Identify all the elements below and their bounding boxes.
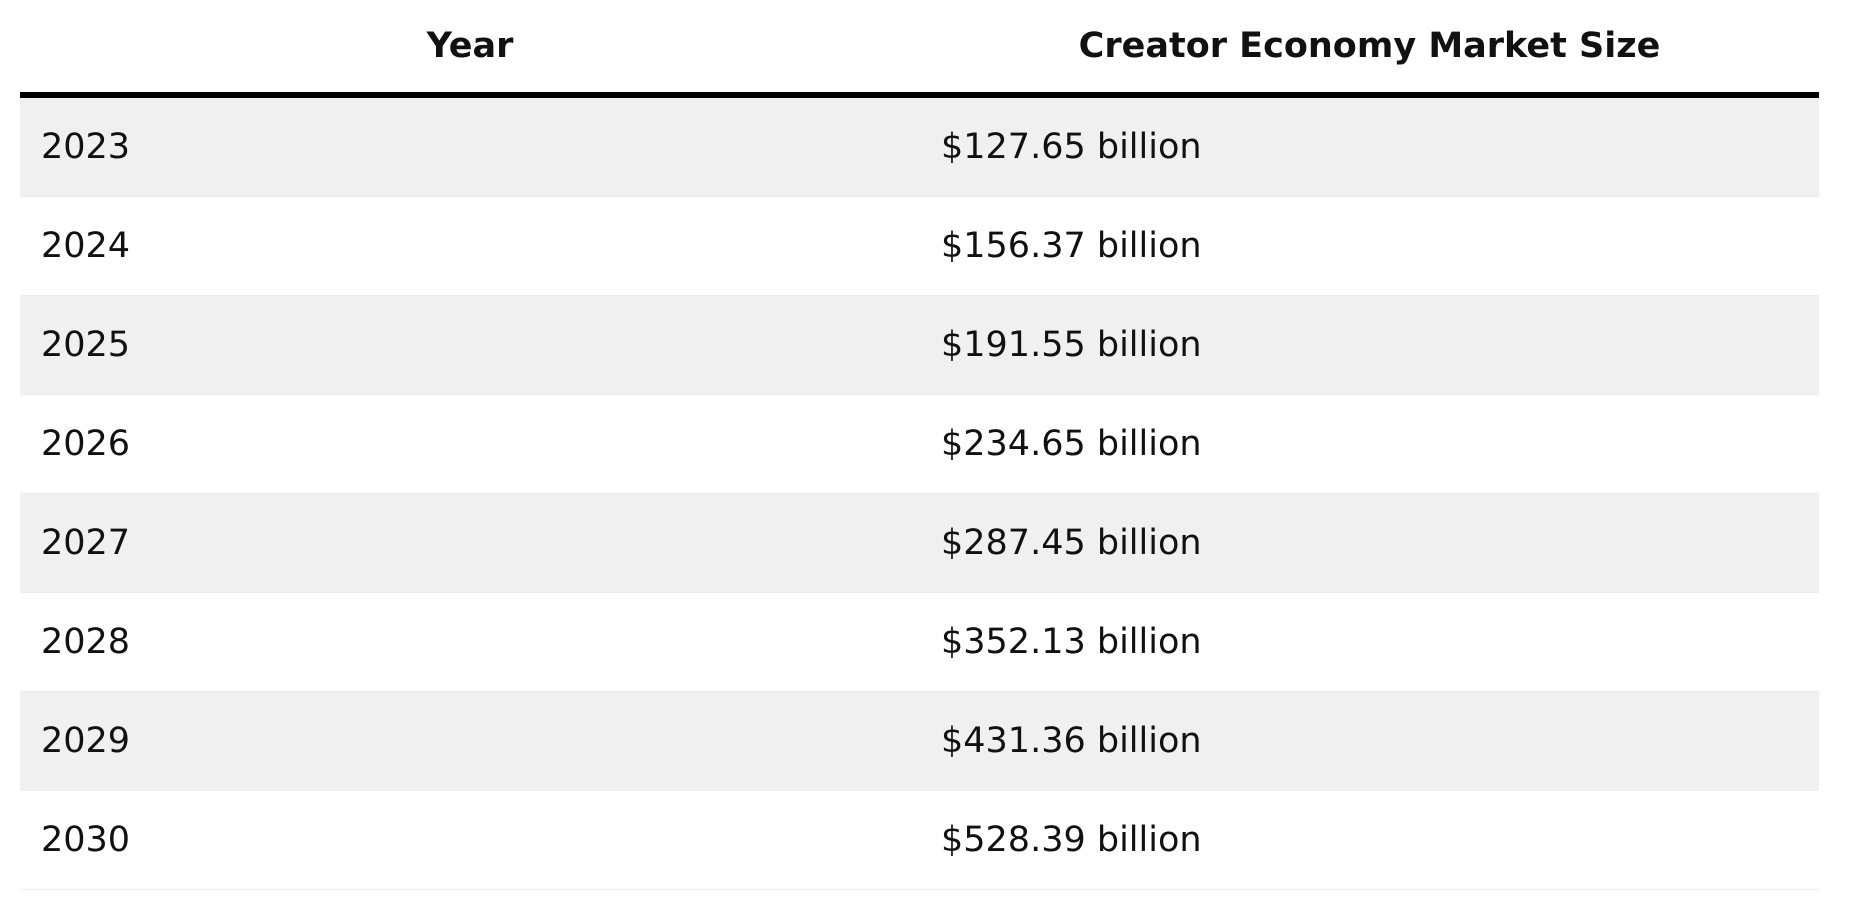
header-row: Year Creator Economy Market Size [20, 0, 1819, 98]
table-row: 2026 $234.65 billion [20, 394, 1819, 494]
data-table: Year Creator Economy Market Size 2023 $127… [20, 0, 1819, 890]
table-cell: 2024 [20, 196, 920, 296]
table-cell: 2028 [20, 592, 920, 692]
table-cell: $191.55 billion [920, 295, 1819, 395]
table-cell: $352.13 billion [920, 592, 1819, 692]
table-cell: 2023 [20, 95, 920, 197]
table-row: 2030 $528.39 billion [20, 790, 1819, 890]
table-header: Year Creator Economy Market Size [20, 0, 1819, 98]
table-row: 2027 $287.45 billion [20, 493, 1819, 593]
column-header: Creator Economy Market Size [920, 0, 1819, 98]
table-cell: $234.65 billion [920, 394, 1819, 494]
table-cell: $156.37 billion [920, 196, 1819, 296]
table-cell: 2029 [20, 691, 920, 791]
table-row: 2028 $352.13 billion [20, 592, 1819, 692]
column-header: Year [20, 0, 920, 98]
table-row: 2029 $431.36 billion [20, 691, 1819, 791]
table-row: 2025 $191.55 billion [20, 295, 1819, 395]
table-cell: 2025 [20, 295, 920, 395]
table-cell: $528.39 billion [920, 790, 1819, 890]
table-cell: $431.36 billion [920, 691, 1819, 791]
table-cell: 2027 [20, 493, 920, 593]
table-cell: $287.45 billion [920, 493, 1819, 593]
table-cell: 2026 [20, 394, 920, 494]
table-body: 2023 $127.65 billion 2024 $156.37 billion 20… [20, 95, 1819, 890]
table-row: 2024 $156.37 billion [20, 196, 1819, 296]
table-cell: 2030 [20, 790, 920, 890]
table-cell: $127.65 billion [920, 95, 1819, 197]
table-row: 2023 $127.65 billion [20, 95, 1819, 197]
